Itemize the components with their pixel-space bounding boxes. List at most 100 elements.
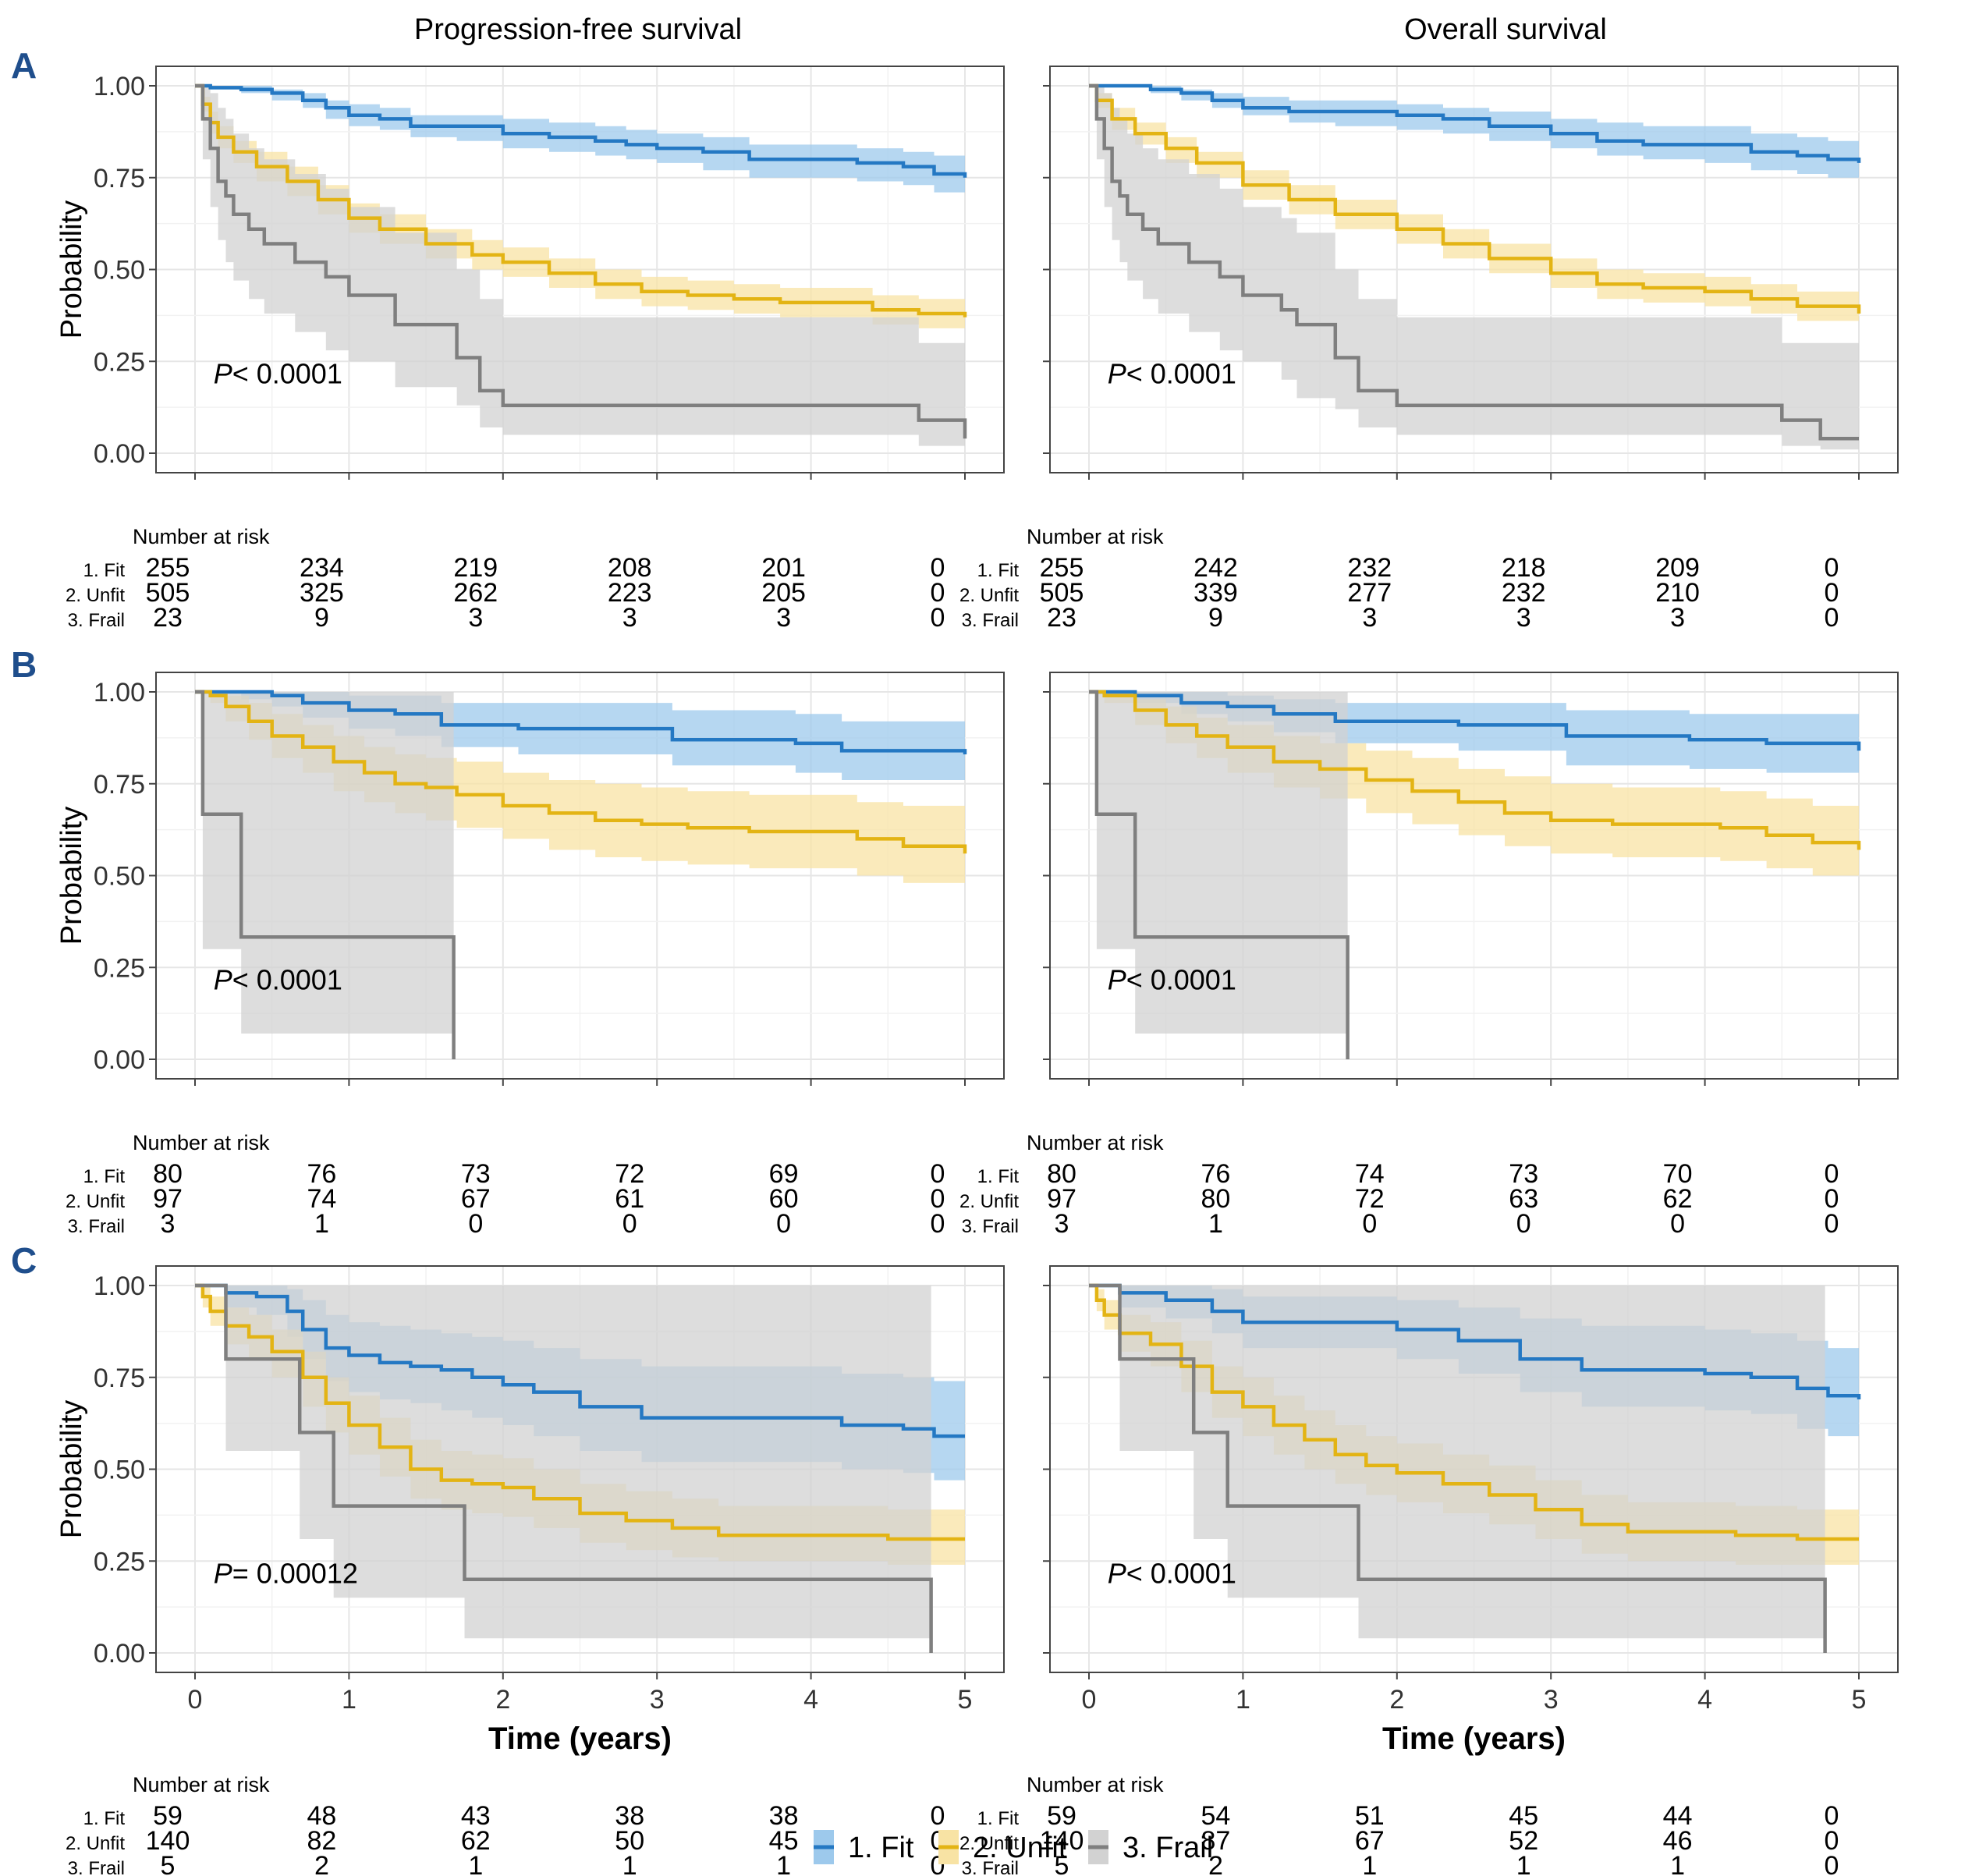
risk-row-label: 2. Unfit <box>66 1191 125 1212</box>
risk-count: 67 <box>1355 1826 1385 1856</box>
risk-count: 223 <box>608 578 652 608</box>
y-tick-label: 1.00 <box>94 678 145 707</box>
risk-count: 0 <box>622 1209 637 1239</box>
risk-count: 23 <box>153 603 183 633</box>
km-plot-a-os: P< 0.0001 <box>1043 66 1899 480</box>
km-plot-b-os: P< 0.0001 <box>1043 672 1899 1086</box>
risk-row-label: 3. Frail <box>962 610 1019 631</box>
risk-count: 73 <box>1509 1159 1538 1189</box>
legend-label-unfit: 2. Unfit <box>973 1832 1067 1864</box>
risk-count: 3 <box>776 603 791 633</box>
risk-count: 60 <box>769 1184 799 1214</box>
risk-count: 51 <box>1355 1801 1385 1831</box>
km-plot-a-pfs: 0.00 0.25 0.50 0.75 1.00 Probability P< 0.0001 <box>55 66 1005 480</box>
risk-count: 0 <box>931 1209 945 1239</box>
risk-table: Number at risk 1. Fit 59 48 43 38 38 0 2. Unfit 1… <box>66 1773 945 1876</box>
risk-count: 3 <box>1670 603 1685 633</box>
risk-count: 73 <box>461 1159 491 1189</box>
chart-panels: 0.00 0.25 0.50 0.75 1.00 Probability P< 0.0001… <box>55 66 1899 1876</box>
y-tick-label: 1.00 <box>94 72 145 101</box>
survival-curve-unfit <box>1089 690 1861 850</box>
risk-count: 232 <box>1347 553 1392 583</box>
risk-count: 0 <box>931 553 945 583</box>
risk-count: 80 <box>153 1159 183 1189</box>
x-tick-label: 5 <box>1852 1685 1867 1715</box>
x-tick-label: 1 <box>342 1685 356 1715</box>
survival-curve-fit <box>1089 83 1861 163</box>
risk-count: 72 <box>1355 1184 1385 1214</box>
y-tick-label: 0.50 <box>94 256 145 285</box>
risk-count: 209 <box>1655 553 1700 583</box>
risk-count: 2 <box>1208 1851 1223 1876</box>
risk-count: 3 <box>622 603 637 633</box>
risk-row-label: 3. Frail <box>962 1858 1019 1876</box>
ci-band-unfit <box>195 692 965 891</box>
x-tick-label: 2 <box>495 1685 510 1715</box>
risk-count: 1 <box>1208 1209 1223 1239</box>
risk-row-label: 2. Unfit <box>66 1833 125 1854</box>
survival-curve-frail <box>195 690 456 1059</box>
x-tick-label: 0 <box>1082 1685 1097 1715</box>
panel-letter-c: C <box>11 1240 37 1281</box>
risk-count: 5 <box>161 1851 176 1876</box>
x-tick-label: 3 <box>650 1685 665 1715</box>
ci-band-frail <box>1089 692 1348 1059</box>
survival-curve-frail <box>1089 690 1350 1059</box>
risk-table-title: Number at risk <box>133 1773 270 1796</box>
risk-count: 208 <box>608 553 652 583</box>
ci-band-frail <box>195 692 454 1059</box>
p-value: P= 0.00012 <box>214 1558 358 1590</box>
x-tick-label: 4 <box>803 1685 818 1715</box>
y-tick-label: 0.00 <box>94 1639 145 1669</box>
column-headers: Progression-free survival Overall surviv… <box>414 13 1607 46</box>
risk-count: 76 <box>307 1159 336 1189</box>
risk-count: 210 <box>1655 578 1700 608</box>
panel-letter-b: B <box>11 644 37 685</box>
ci-band-fit <box>195 86 965 197</box>
risk-count: 262 <box>453 578 498 608</box>
risk-count: 3 <box>1362 603 1377 633</box>
risk-count: 38 <box>769 1801 799 1831</box>
km-plot-b-pfs: 0.00 0.25 0.50 0.75 1.00 Probability P< 0.0001 <box>55 672 1005 1086</box>
p-value: P< 0.0001 <box>1108 1558 1236 1590</box>
survival-curve-frail <box>195 1283 933 1653</box>
survival-curve-unfit <box>1089 1283 1859 1541</box>
ci-band-frail <box>1089 86 1859 450</box>
risk-count: 63 <box>1509 1184 1538 1214</box>
x-tick-label: 0 <box>188 1685 203 1715</box>
survival-curve-unfit <box>195 690 967 854</box>
risk-count: 0 <box>931 1184 945 1214</box>
survival-curve-frail <box>195 83 967 439</box>
km-plot-c-pfs: 0.00 0.25 0.50 0.75 1.00 0 1 2 3 4 5 Probability Tim… <box>55 1265 1005 1756</box>
survival-curve-fit <box>195 83 967 178</box>
ci-band-frail <box>195 86 965 450</box>
risk-count: 9 <box>314 603 329 633</box>
risk-table: Number at risk 1. Fit 80 76 73 72 69 0 2. Unfit 9… <box>66 1131 945 1239</box>
risk-count: 505 <box>1040 578 1084 608</box>
risk-count: 0 <box>1825 1159 1839 1189</box>
risk-row-label: 1. Fit <box>83 1166 126 1187</box>
risk-count: 74 <box>1355 1159 1385 1189</box>
risk-count: 1 <box>1516 1851 1531 1876</box>
risk-count: 54 <box>1201 1801 1230 1831</box>
risk-count: 43 <box>461 1801 491 1831</box>
risk-row-label: 3. Frail <box>68 610 125 631</box>
risk-count: 0 <box>1670 1209 1685 1239</box>
risk-row-label: 2. Unfit <box>959 585 1019 606</box>
y-tick-label: 0.75 <box>94 164 145 193</box>
risk-table-title: Number at risk <box>1027 525 1164 548</box>
risk-count: 1 <box>314 1209 329 1239</box>
y-tick-label: 1.00 <box>94 1271 145 1301</box>
risk-count: 3 <box>1516 603 1531 633</box>
survival-curve-fit <box>195 690 967 755</box>
risk-count: 0 <box>468 1209 483 1239</box>
x-tick-label: 2 <box>1389 1685 1404 1715</box>
risk-count: 3 <box>1055 1209 1069 1239</box>
risk-count: 59 <box>153 1801 183 1831</box>
risk-row-label: 1. Fit <box>83 1808 126 1829</box>
x-axis-label: Time (years) <box>1382 1722 1566 1756</box>
risk-count: 0 <box>1825 578 1839 608</box>
risk-count: 0 <box>1825 553 1839 583</box>
